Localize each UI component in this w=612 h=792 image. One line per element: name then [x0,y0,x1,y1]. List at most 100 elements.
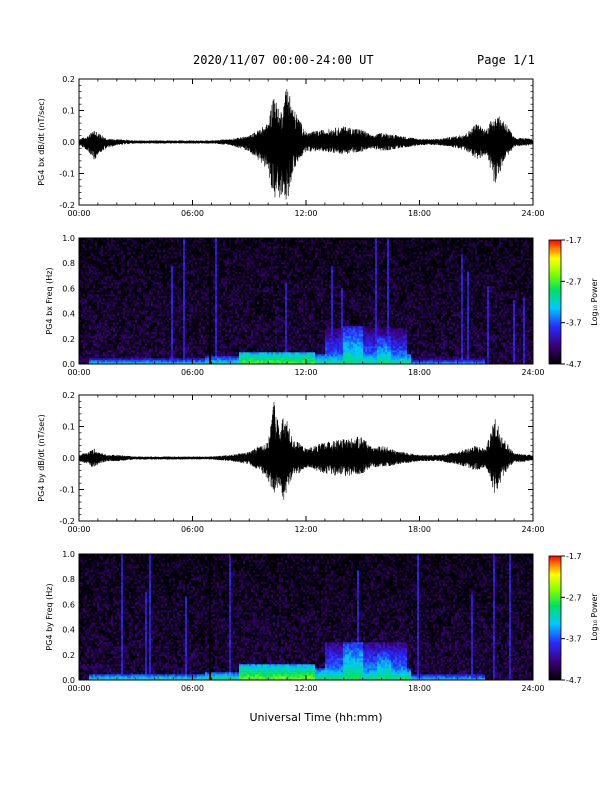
spectrogram-cell [105,264,107,266]
spectrogram-cell [89,248,91,250]
spectrogram-cell [119,280,121,282]
spectrogram-cell [97,356,99,358]
spectrogram-cell [109,346,111,348]
spectrogram-cell [83,280,85,282]
spectrogram-cell [85,264,87,266]
spectrogram-cell [107,326,109,328]
spectrogram-cell [105,308,107,310]
spectrogram-cell [115,324,117,326]
spectrogram-cell [81,328,83,330]
spectrogram-cell [85,258,87,260]
spectrogram-cell [107,240,109,242]
spectrogram-cell [87,306,89,308]
spectrogram-cell [85,242,87,244]
spectrogram-cell [121,312,123,314]
spectrogram-cell [91,348,93,350]
spectrogram-cell [89,340,91,342]
spectrogram-cell [105,276,107,278]
panel-bx-spectrogram: 00:00 06:00 12:00 18:00 24:000.00.20.40.60.8… [45,234,545,377]
spectrogram-cell [105,324,107,326]
spectrogram-cell [111,242,113,244]
spectrogram-cell [121,334,123,336]
spectrogram-cell [119,312,121,314]
spectrogram-cell [89,348,91,350]
spectrogram-cell [117,354,119,356]
spectrogram-cell [85,266,87,268]
spectrogram-cell [103,250,105,252]
spectrogram-cell [91,246,93,248]
spectrogram-cell [103,268,105,270]
spectrogram-cell [111,244,113,246]
spectrogram-cell [119,302,121,304]
spectrogram-cell [119,356,121,358]
spectrogram-cell [85,290,87,292]
spectrogram-cell [115,352,117,354]
spectrogram-cell [119,278,121,280]
figure: 00:00 06:00 12:00 18:00 24:00-0.2-0.10.00.10… [0,0,612,792]
spectrogram-cell [103,296,105,298]
spectrogram-cell [109,294,111,296]
spectrogram-cell [101,330,103,332]
spectrogram-cell [105,346,107,348]
spectrogram-cell [99,344,101,346]
spectrogram-cell [93,278,95,280]
spectrogram-cell [115,328,117,330]
spectrogram-cell [91,298,93,300]
spectrogram-cell [113,300,115,302]
spectrogram-cell [95,290,97,292]
spectrogram-cell [97,274,99,276]
spectrogram-cell [101,276,103,278]
spectrogram-cell [95,336,97,338]
spectrogram-cell [85,326,87,328]
spectrogram-cell [87,276,89,278]
spectrogram-cell [117,348,119,350]
spectrogram-cell [107,360,109,362]
spectrogram-cell [113,270,115,272]
spectrogram-cell [107,242,109,244]
spectrogram-cell [83,248,85,250]
spectrogram-cell [115,308,117,310]
spectrogram-cell [109,258,111,260]
spectrogram-cell [93,288,95,290]
spectrogram-cell [91,356,93,358]
spectrogram-cell [85,240,87,242]
spectrogram-cell [121,260,123,262]
spectrogram-cell [99,302,101,304]
spectrogram-cell [119,268,121,270]
spectrogram-cell [85,246,87,248]
spectrogram-cell [119,328,121,330]
spectrogram-cell [107,356,109,358]
spectrogram-cell [83,290,85,292]
spectrogram-cell [99,278,101,280]
spectrogram-cell [103,270,105,272]
spectrogram-cell [121,292,123,294]
spectrogram-cell [93,300,95,302]
spectrogram-cell [81,310,83,312]
spectrogram-cell [93,266,95,268]
spectrogram-cell [111,268,113,270]
spectrogram-cell [117,282,119,284]
spectrogram-cell [101,256,103,258]
spectrogram-cell [111,270,113,272]
spectrogram-cell [115,258,117,260]
spectrogram-cell [111,298,113,300]
spectrogram-cell [105,340,107,342]
spectrogram-cell [101,352,103,354]
spectrogram-cell [113,298,115,300]
spectrogram-cell [107,324,109,326]
spectrogram-cell [105,284,107,286]
spectrogram-cell [119,326,121,328]
spectrogram-cell [83,268,85,270]
spectrogram-cell [85,252,87,254]
spectrogram-cell [99,262,101,264]
spectrogram-cell [115,312,117,314]
spectrogram-cell [89,262,91,264]
spectrogram-cell [89,294,91,296]
spectrogram-cell [121,302,123,304]
spectrogram-cell [81,284,83,286]
spectrogram-cell [89,264,91,266]
spectrogram-cell [109,288,111,290]
spectrogram-cell [105,300,107,302]
spectrogram-cell [117,344,119,346]
spectrogram-cell [81,250,83,252]
